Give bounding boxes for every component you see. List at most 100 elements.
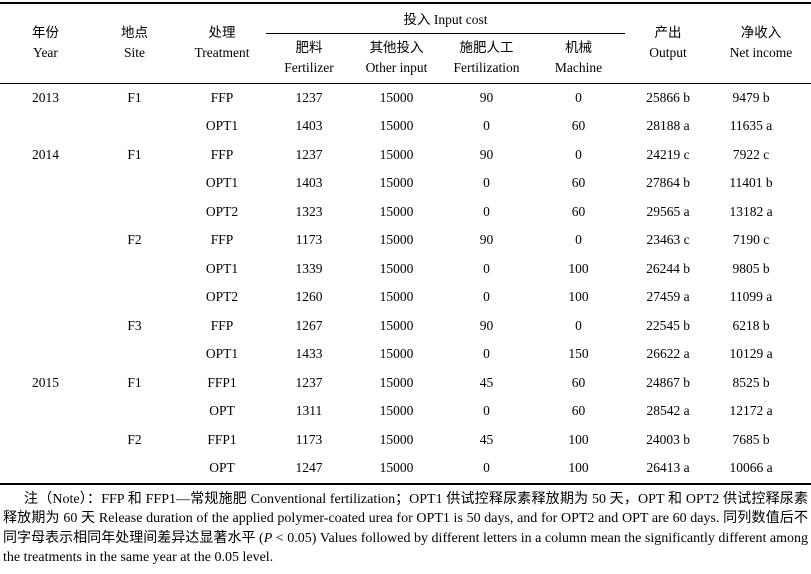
- cell-fertilization: 0: [483, 403, 490, 419]
- cell-other-input: 15000: [379, 118, 414, 134]
- col-header-year: 年份 Year: [0, 3, 91, 84]
- cell-machine: 0: [575, 146, 582, 162]
- header-row-top: 年份 Year 地点 Site 处理 Treatment 投入 Input co…: [0, 3, 811, 84]
- cell-site: [91, 198, 178, 227]
- cell-fertilizer: 1433: [295, 346, 323, 362]
- cell-net-income: 7685 b: [732, 431, 770, 447]
- cell-fertilization: 0: [483, 203, 490, 219]
- cell-net-income: 7922 c: [732, 146, 770, 162]
- cell-fertilizer: 1237: [295, 374, 323, 390]
- cell-fertilization: 0: [483, 346, 490, 362]
- cell-site: [91, 255, 178, 284]
- col-header-treatment-en: Treatment: [194, 45, 250, 61]
- col-header-year-zh: 年份: [32, 25, 59, 41]
- cell-machine: 100: [568, 460, 589, 476]
- table-row: OPT1 1339 15000 0 100 26244 b 9805 b: [0, 255, 811, 284]
- cell-machine: 60: [571, 118, 586, 134]
- col-header-treatment: 处理 Treatment: [178, 3, 266, 84]
- cell-treatment: FFP: [210, 232, 234, 248]
- col-header-fertilizer: 肥料 Fertilizer: [266, 33, 352, 84]
- cell-output: 28542 a: [646, 403, 690, 419]
- cell-net-income: 11099 a: [729, 289, 773, 305]
- cell-other-input: 15000: [379, 175, 414, 191]
- cell-machine: 60: [571, 175, 586, 191]
- table-row: OPT1 1403 15000 0 60 28188 a 11635 a: [0, 112, 811, 141]
- cell-machine: 60: [571, 374, 586, 390]
- cell-other-input: 15000: [379, 460, 414, 476]
- cell-other-input: 15000: [379, 289, 414, 305]
- cell-machine: 100: [568, 431, 589, 447]
- cell-fertilization: 90: [479, 89, 494, 105]
- cell-output: 24867 b: [646, 374, 690, 390]
- col-header-net-income-zh: 净收入: [740, 25, 782, 41]
- cell-treatment: FFP: [210, 317, 234, 333]
- cell-fertilization: 90: [479, 146, 494, 162]
- cell-net-income: 10129 a: [729, 346, 773, 362]
- col-header-other-input: 其他投入 Other input: [352, 33, 441, 84]
- cell-other-input: 15000: [379, 260, 414, 276]
- cell-output: 26622 a: [646, 346, 690, 362]
- cell-net-income: 8525 b: [732, 374, 770, 390]
- cell-year: [0, 340, 91, 369]
- cell-output: 26244 b: [646, 260, 690, 276]
- cell-net-income: 12172 a: [729, 403, 773, 419]
- cell-site: [91, 397, 178, 426]
- col-header-net-income-en: Net income: [729, 45, 793, 61]
- col-header-output-zh: 产出: [654, 25, 682, 41]
- cell-fertilizer: 1237: [295, 146, 323, 162]
- cell-treatment: OPT: [209, 460, 235, 476]
- col-header-year-en: Year: [33, 45, 58, 61]
- col-header-output: 产出 Output: [625, 3, 711, 84]
- note-text-part1: 注（Note）：FFP 和 FFP1—常规施肥 Conventional fer…: [3, 491, 808, 546]
- cell-machine: 100: [568, 260, 589, 276]
- cell-treatment: FFP1: [207, 374, 237, 390]
- col-header-treatment-zh: 处理: [208, 25, 236, 41]
- cell-output: 23463 c: [646, 232, 690, 248]
- cell-fertilizer: 1267: [295, 317, 323, 333]
- cell-year: 2014: [32, 146, 59, 162]
- cell-other-input: 15000: [379, 146, 414, 162]
- cell-fertilizer: 1173: [295, 232, 323, 248]
- cell-machine: 150: [568, 346, 589, 362]
- table-note: 注（Note）：FFP 和 FFP1—常规施肥 Conventional fer…: [3, 490, 808, 568]
- cell-treatment: OPT1: [205, 260, 239, 276]
- table-row: F2 FFP1 1173 15000 45 100 24003 b 7685 b: [0, 426, 811, 455]
- cell-year: [0, 454, 91, 484]
- cell-year: [0, 112, 91, 141]
- cell-net-income: 10066 a: [729, 460, 773, 476]
- col-header-net-income: 净收入 Net income: [711, 3, 811, 84]
- col-header-other-input-zh: 其他投入: [369, 40, 424, 55]
- cell-site: [91, 112, 178, 141]
- cell-output: 28188 a: [646, 118, 690, 134]
- cell-machine: 60: [571, 203, 586, 219]
- col-header-site: 地点 Site: [91, 3, 178, 84]
- cell-treatment: OPT2: [205, 289, 239, 305]
- cell-other-input: 15000: [379, 346, 414, 362]
- cell-fertilization: 45: [479, 374, 494, 390]
- cell-output: 22545 b: [646, 317, 690, 333]
- col-group-input-cost-label: 投入 Input cost: [403, 12, 488, 28]
- col-header-fertilization-en: Fertilization: [453, 60, 520, 75]
- cell-fertilizer: 1403: [295, 118, 323, 134]
- table-header: 年份 Year 地点 Site 处理 Treatment 投入 Input co…: [0, 3, 811, 84]
- cell-output: 27459 a: [646, 289, 690, 305]
- cell-fertilizer: 1237: [295, 89, 323, 105]
- table-row: OPT 1247 15000 0 100 26413 a 10066 a: [0, 454, 811, 484]
- cell-net-income: 9805 b: [732, 260, 770, 276]
- cell-fertilizer: 1403: [295, 175, 323, 191]
- cell-year: 2013: [32, 89, 59, 105]
- cell-other-input: 15000: [379, 232, 414, 248]
- cell-year: [0, 426, 91, 455]
- cell-site: F1: [127, 146, 142, 162]
- table-row: OPT 1311 15000 0 60 28542 a 12172 a: [0, 397, 811, 426]
- cell-site: [91, 283, 178, 312]
- cell-site: F1: [127, 374, 142, 390]
- col-header-fertilization-zh: 施肥人工: [459, 40, 514, 55]
- cell-treatment: OPT: [209, 403, 235, 419]
- cell-net-income: 11635 a: [729, 118, 773, 134]
- table-row: 2015 F1 FFP1 1237 15000 45 60 24867 b 85…: [0, 369, 811, 398]
- note-text-part2: < 0.05) Values followed by different let…: [3, 530, 808, 566]
- col-header-other-input-en: Other input: [365, 60, 428, 75]
- header-row-sub: 肥料 Fertilizer 其他投入 Other input 施肥人工 Fert…: [0, 33, 811, 84]
